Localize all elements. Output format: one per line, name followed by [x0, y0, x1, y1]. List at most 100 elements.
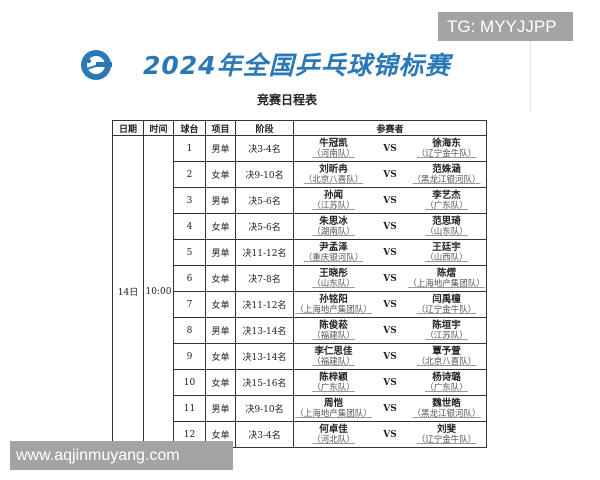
table-row: 14日 10:00 1 男单 决3-4名 牛冠凯 （河南队） VS 徐海东 （辽宁金牛队… — [112, 135, 487, 448]
player-1-name: 孙闻 — [323, 189, 343, 201]
table-row: 12 女单 决3-4名 何卓佳 （河北队） VS 刘斐 （辽宁金牛队） — [113, 421, 487, 448]
event: 女单 — [205, 213, 236, 240]
player-1: 周恺 （上海地产集团队） — [294, 398, 373, 420]
table-row: 5 男单 决11-12名 尹孟泽 （重庆银河队） VS 王廷宇 （山西队） — [113, 239, 487, 266]
player-2-name: 杨诗璐 — [432, 371, 461, 383]
event: 女单 — [205, 265, 236, 292]
table-number: 2 — [173, 161, 206, 188]
stage: 决13-14名 — [235, 343, 294, 370]
player-2: 刘斐 （辽宁金牛队） — [407, 424, 486, 446]
col-date: 日期 — [112, 120, 144, 136]
col-time: 时间 — [143, 120, 174, 136]
players-cell: 陈俊菘 （福建队） VS 陈垣宇 （江苏队） — [293, 317, 487, 344]
time-cell: 10:00 — [143, 135, 174, 448]
player-1: 牛冠凯 （河南队） — [294, 138, 373, 160]
stage: 决11-12名 — [235, 291, 294, 318]
player-2-name: 闫禹橦 — [432, 293, 461, 305]
vs-label: VS — [383, 247, 397, 258]
stage: 决3-4名 — [235, 421, 294, 448]
player-1-team: （江苏队） — [312, 200, 355, 211]
player-2: 王廷宇 （山西队） — [407, 242, 486, 264]
player-1-team: （上海地产集团队） — [295, 408, 372, 419]
player-1-team: （重庆银河队） — [303, 252, 364, 263]
player-1-name: 牛冠凯 — [319, 137, 348, 149]
vs-label: VS — [383, 299, 397, 310]
players-cell: 刘昕冉 （北京八喜队） VS 范姝涵 （黑龙江银河队） — [293, 161, 487, 188]
vs-label: VS — [383, 377, 397, 388]
player-1: 王晓彤 （山东队） — [294, 268, 373, 290]
table-number: 4 — [173, 213, 206, 240]
player-2: 闫禹橦 （辽宁金牛队） — [407, 294, 486, 316]
event: 男单 — [205, 317, 236, 344]
table-number: 6 — [173, 265, 206, 292]
player-2: 魏世皓 （黑龙江银河队） — [407, 398, 486, 420]
player-2-name: 覃予萱 — [432, 345, 461, 357]
table-row: 7 女单 决11-12名 孙铭阳 （上海地产集团队） VS 闫禹橦 （辽宁金牛队） — [113, 291, 487, 318]
players-cell: 何卓佳 （河北队） VS 刘斐 （辽宁金牛队） — [293, 421, 487, 448]
table-row: 11 男单 决9-10名 周恺 （上海地产集团队） VS 魏世皓 （黑龙江银河队） — [113, 395, 487, 422]
player-1-team: （北京八喜队） — [303, 174, 364, 185]
table-number: 1 — [173, 135, 206, 162]
stage: 决5-6名 — [235, 187, 294, 214]
player-1-name: 陈梓颖 — [319, 371, 348, 383]
player-2-team: （广东队） — [425, 382, 468, 393]
player-2: 陈垣宇 （江苏队） — [407, 320, 486, 342]
table-row: 9 女单 决13-14名 李仁思佳 （福建队） VS 覃予萱 （北京八喜队） — [113, 343, 487, 370]
table-number: 5 — [173, 239, 206, 266]
vs-label: VS — [383, 195, 397, 206]
table-number: 3 — [173, 187, 206, 214]
stage: 决13-14名 — [235, 317, 294, 344]
players-cell: 李仁思佳 （福建队） VS 覃予萱 （北京八喜队） — [293, 343, 487, 370]
vs-label: VS — [383, 429, 397, 440]
player-1-team: （福建队） — [312, 330, 355, 341]
table-row: 3 男单 决5-6名 孙闻 （江苏队） VS 李艺杰 （广东队） — [113, 187, 487, 214]
player-1: 陈梓颖 （广东队） — [294, 372, 373, 394]
player-1-name: 陈俊菘 — [319, 319, 348, 331]
vs-label: VS — [383, 351, 397, 362]
event: 女单 — [205, 369, 236, 396]
player-1: 孙闻 （江苏队） — [294, 190, 373, 212]
player-2: 杨诗璐 （广东队） — [407, 372, 486, 394]
players-cell: 孙铭阳 （上海地产集团队） VS 闫禹橦 （辽宁金牛队） — [293, 291, 487, 318]
vs-label: VS — [383, 273, 397, 284]
player-1-team: （湖南队） — [312, 226, 355, 237]
player-2-team: （上海地产集团队） — [408, 278, 485, 289]
player-2-team: （黑龙江银河队） — [412, 408, 481, 419]
player-1-team: （山东队） — [312, 278, 355, 289]
player-1: 朱思冰 （湖南队） — [294, 216, 373, 238]
player-1-name: 朱思冰 — [319, 215, 348, 227]
table-number: 10 — [173, 369, 206, 396]
event: 男单 — [205, 239, 236, 266]
page-title: 2024年全国乒乓球锦标赛 — [143, 51, 451, 80]
table-header: 日期 时间 球台 项目 阶段 参赛者 — [112, 120, 487, 136]
player-2-name: 徐海东 — [432, 137, 461, 149]
event: 男单 — [205, 187, 236, 214]
players-cell: 朱思冰 （湖南队） VS 范思琦 （山东队） — [293, 213, 487, 240]
stage: 决7-8名 — [235, 265, 294, 292]
player-1-name: 孙铭阳 — [319, 293, 348, 305]
players-cell: 尹孟泽 （重庆银河队） VS 王廷宇 （山西队） — [293, 239, 487, 266]
date-cell: 14日 — [112, 135, 144, 448]
watermark-bottom: www.aqjinmuyang.com — [10, 441, 233, 470]
stage: 决11-12名 — [235, 239, 294, 266]
table-row: 4 女单 决5-6名 朱思冰 （湖南队） VS 范思琦 （山东队） — [113, 213, 487, 240]
event: 女单 — [205, 291, 236, 318]
col-players: 参赛者 — [293, 120, 487, 136]
player-2-name: 陈熠 — [436, 267, 456, 279]
player-2: 徐海东 （辽宁金牛队） — [407, 138, 486, 160]
stage: 决15-16名 — [235, 369, 294, 396]
player-2-team: （北京八喜队） — [416, 356, 477, 367]
stage: 决3-4名 — [235, 135, 294, 162]
event: 男单 — [205, 135, 236, 162]
player-2-team: （辽宁金牛队） — [416, 148, 477, 159]
player-2-team: （山西队） — [425, 252, 468, 263]
player-2-team: （黑龙江银河队） — [412, 174, 481, 185]
player-1-team: （河南队） — [312, 148, 355, 159]
player-2-name: 李艺杰 — [432, 189, 461, 201]
players-cell: 牛冠凯 （河南队） VS 徐海东 （辽宁金牛队） — [293, 135, 487, 162]
vs-label: VS — [383, 221, 397, 232]
divider — [530, 41, 531, 111]
player-1: 刘昕冉 （北京八喜队） — [294, 164, 373, 186]
player-2-name: 陈垣宇 — [432, 319, 461, 331]
player-2: 覃予萱 （北京八喜队） — [407, 346, 486, 368]
